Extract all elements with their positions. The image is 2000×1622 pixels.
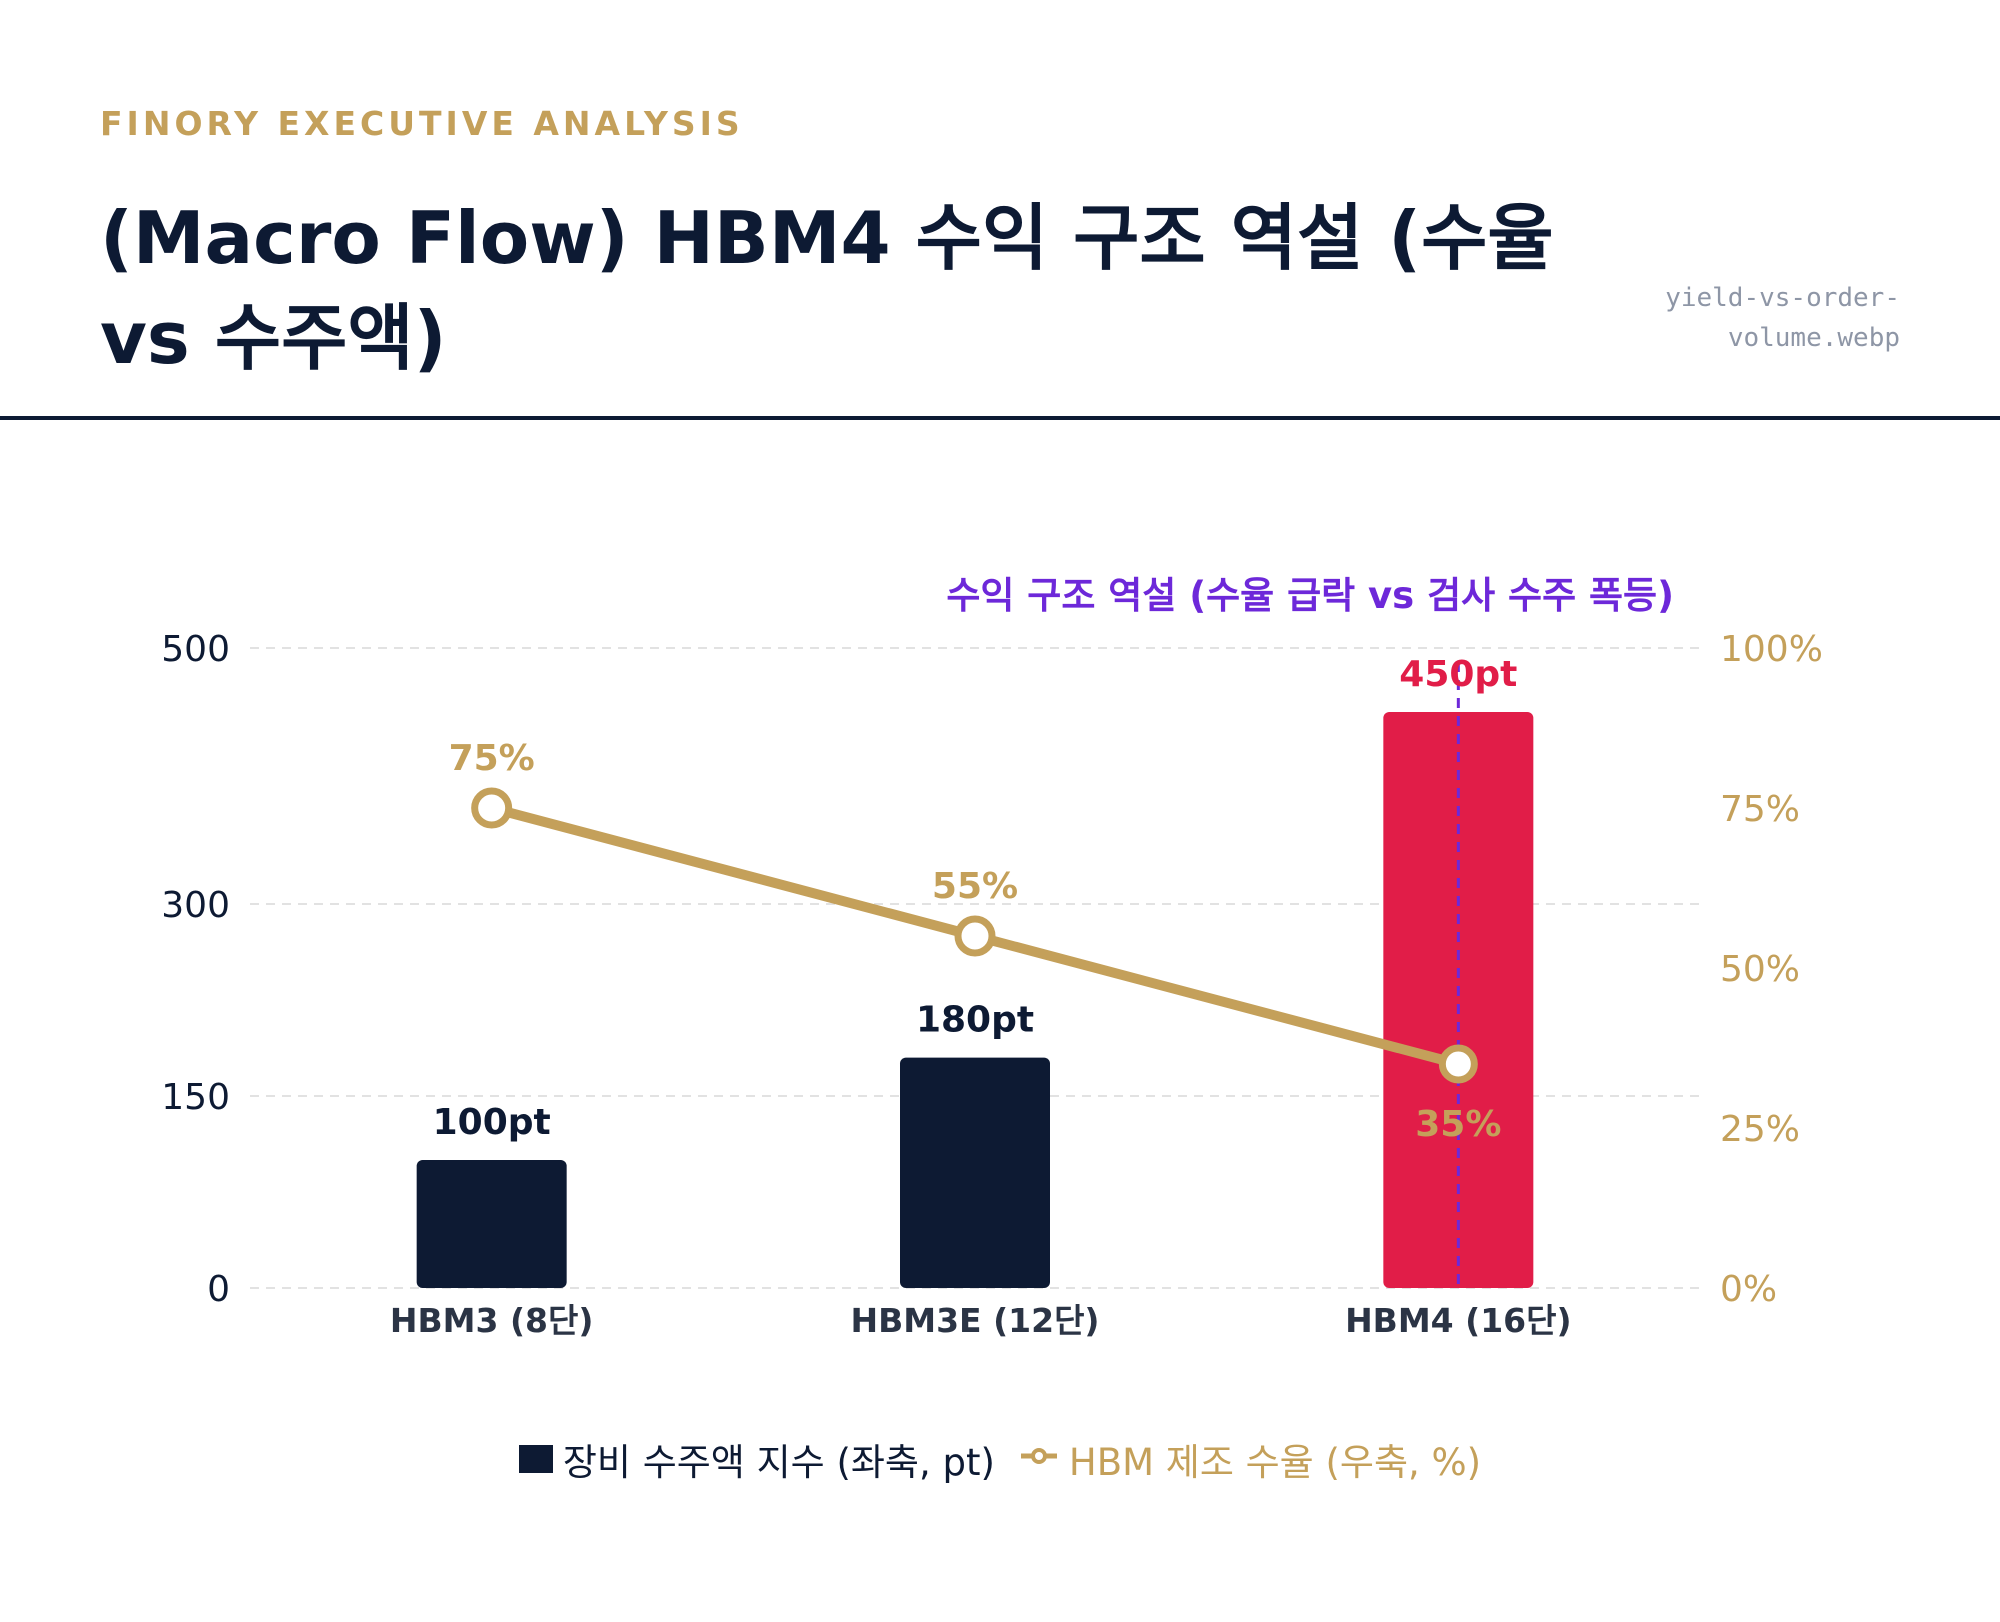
bar	[1383, 712, 1534, 1288]
right-tick-label: 100%	[1720, 629, 1823, 670]
yield-point	[1438, 1044, 1478, 1084]
yield-line	[471, 787, 1478, 1084]
eyebrow-label: FINORY EXECUTIVE ANALYSIS	[100, 104, 744, 143]
legend-item-yield[interactable]: HBM 제조 수율 (우축, %)	[1019, 1432, 1481, 1486]
legend-item-orders[interactable]: 장비 수주액 지수 (좌축, pt)	[518, 1432, 995, 1486]
bar-value-label: 180pt	[916, 1000, 1034, 1041]
legend-label-yield: HBM 제조 수율 (우축, %)	[1068, 1441, 1482, 1484]
data-labels: 100pt 180pt 450pt 75% 55% 35%	[433, 654, 1518, 1145]
left-tick-label: 150	[161, 1077, 230, 1118]
page-title: (Macro Flow) HBM4 수익 구조 역설 (수율 vs 수주액)	[100, 196, 1554, 380]
legend-label-orders: 장비 수주액 지수 (좌축, pt)	[562, 1441, 995, 1484]
bars	[416, 712, 1534, 1288]
x-tick-label: HBM3E (12단)	[850, 1301, 1099, 1340]
header-divider	[0, 416, 2000, 420]
right-tick-label: 25%	[1720, 1109, 1800, 1150]
x-axis: HBM3 (8단) HBM3E (12단) HBM4 (16단)	[390, 1301, 1572, 1340]
left-tick-label: 500	[161, 629, 230, 670]
yield-value-label: 35%	[1415, 1104, 1501, 1145]
legend-swatch-bar	[518, 1445, 553, 1473]
legend: 장비 수주액 지수 (좌축, pt) HBM 제조 수율 (우축, %)	[0, 1432, 2000, 1486]
yield-value-label: 75%	[449, 738, 535, 779]
right-tick-label: 50%	[1720, 949, 1800, 990]
legend-swatch-line	[1020, 1448, 1057, 1464]
left-tick-label: 0	[207, 1269, 230, 1310]
right-axis: 0% 25% 50% 75% 100%	[1720, 629, 1823, 1310]
left-axis: 0 150 300 500	[161, 629, 230, 1310]
yield-value-label: 55%	[932, 866, 1018, 907]
bar-value-label: 450pt	[1399, 654, 1517, 695]
yield-point	[471, 787, 513, 829]
annotation: 수익 구조 역설 (수율 급락 vs 검사 수주 폭등)	[946, 574, 1674, 617]
yield-point	[954, 915, 996, 957]
bar-value-label: 100pt	[433, 1102, 551, 1143]
left-tick-label: 300	[161, 885, 230, 926]
right-tick-label: 75%	[1720, 789, 1800, 830]
combo-chart: 0 150 300 500 0% 25% 50% 75% 100% 100pt 180pt 450…	[161, 574, 1823, 1340]
x-tick-label: HBM3 (8단)	[390, 1301, 594, 1340]
annotation-label: 수익 구조 역설 (수율 급락 vs 검사 수주 폭등)	[946, 574, 1674, 617]
x-tick-label: HBM4 (16단)	[1345, 1301, 1572, 1340]
bar	[900, 1057, 1050, 1288]
bar	[416, 1160, 567, 1288]
right-tick-label: 0%	[1720, 1269, 1777, 1310]
file-name: yield-vs-order-volume.webp	[1665, 283, 1900, 353]
